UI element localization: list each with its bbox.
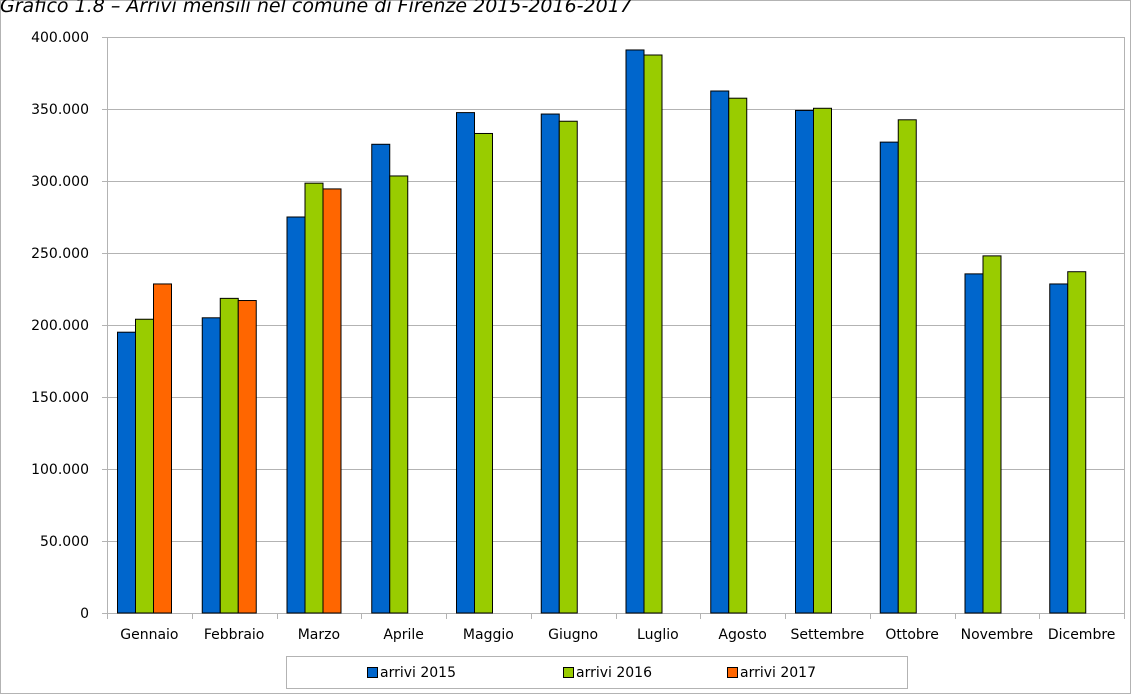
- x-tick-label-gennaio: Gennaio: [120, 627, 178, 643]
- x-tick-label-agosto: Agosto: [718, 627, 766, 643]
- legend-item-2017: arrivi 2017: [727, 657, 816, 688]
- bar-arrivi-2016-luglio: [643, 54, 663, 614]
- y-tick-label-3: 150.000: [31, 390, 89, 406]
- chart-title: Grafico 1.8 – Arrivi mensili nel comune …: [0, 0, 632, 17]
- legend-swatch-2015: [367, 667, 378, 678]
- bar-arrivi-2015-agosto: [710, 90, 730, 614]
- y-tick-label-2: 100.000: [31, 462, 89, 478]
- bar-arrivi-2017-febbraio: [237, 300, 257, 614]
- bar-arrivi-2017-marzo: [322, 188, 342, 614]
- bar-arrivi-2016-gennaio: [135, 318, 154, 614]
- bar-arrivi-2016-giugno: [558, 120, 578, 614]
- bar-arrivi-2015-settembre: [795, 109, 814, 614]
- legend-item-2016: arrivi 2016: [563, 657, 652, 688]
- x-tick-label-febbraio: Febbraio: [204, 627, 264, 643]
- bar-arrivi-2015-marzo: [286, 216, 306, 614]
- y-tick-label-6: 300.000: [31, 174, 89, 190]
- bar-arrivi-2015-ottobre: [879, 141, 899, 614]
- bar-arrivi-2016-agosto: [728, 97, 748, 614]
- x-tick-label-settembre: Settembre: [791, 627, 865, 643]
- bar-arrivi-2015-giugno: [540, 113, 560, 614]
- bar-arrivi-2016-aprile: [389, 175, 409, 614]
- x-tick-label-maggio: Maggio: [463, 627, 514, 643]
- bar-arrivi-2016-novembre: [982, 255, 1002, 614]
- bar-arrivi-2016-dicembre: [1067, 271, 1087, 614]
- bar-arrivi-2015-aprile: [371, 143, 391, 614]
- x-tick-label-aprile: Aprile: [383, 627, 424, 643]
- bar-arrivi-2015-novembre: [964, 273, 984, 614]
- bar-arrivi-2016-settembre: [813, 107, 832, 614]
- x-tick-label-marzo: Marzo: [298, 627, 340, 643]
- chart-legend: arrivi 2015 arrivi 2016 arrivi 2017: [286, 656, 908, 689]
- legend-label-2017: arrivi 2017: [740, 664, 816, 681]
- bar-arrivi-2016-marzo: [304, 182, 324, 614]
- legend-label-2015: arrivi 2015: [380, 664, 456, 681]
- legend-item-2015: arrivi 2015: [367, 657, 456, 688]
- y-tick-label-5: 250.000: [31, 246, 89, 262]
- bar-arrivi-2015-maggio: [456, 112, 475, 614]
- bar-arrivi-2016-ottobre: [897, 119, 917, 614]
- bar-arrivi-2015-febbraio: [201, 317, 221, 614]
- y-tick-label-8: 400.000: [31, 30, 89, 46]
- y-tick-label-7: 350.000: [31, 102, 89, 118]
- bar-arrivi-2015-gennaio: [117, 331, 136, 614]
- bar-arrivi-2015-luglio: [625, 49, 645, 614]
- bar-arrivi-2016-maggio: [474, 132, 493, 614]
- x-tick-label-luglio: Luglio: [637, 627, 679, 643]
- y-tick-label-1: 50.000: [40, 534, 89, 550]
- x-tick-label-dicembre: Dicembre: [1048, 627, 1116, 643]
- x-tick-label-novembre: Novembre: [961, 627, 1034, 643]
- y-tick-label-4: 200.000: [31, 318, 89, 334]
- x-tick-label-ottobre: Ottobre: [885, 627, 939, 643]
- legend-label-2016: arrivi 2016: [576, 664, 652, 681]
- bar-arrivi-2017-gennaio: [153, 283, 172, 614]
- y-tick-label-0: 0: [80, 606, 89, 622]
- legend-swatch-2017: [727, 667, 738, 678]
- legend-swatch-2016: [563, 667, 574, 678]
- x-tick-label-giugno: Giugno: [548, 627, 598, 643]
- bar-arrivi-2016-febbraio: [219, 297, 239, 614]
- bar-arrivi-2015-dicembre: [1049, 283, 1069, 614]
